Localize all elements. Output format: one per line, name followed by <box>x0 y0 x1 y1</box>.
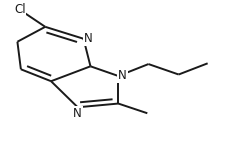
Text: Cl: Cl <box>14 3 25 16</box>
Text: N: N <box>118 69 127 83</box>
Text: N: N <box>83 32 92 45</box>
Text: N: N <box>73 107 82 120</box>
